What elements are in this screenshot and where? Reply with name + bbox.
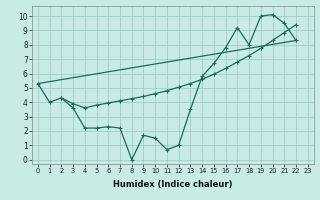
X-axis label: Humidex (Indice chaleur): Humidex (Indice chaleur) bbox=[113, 180, 233, 189]
